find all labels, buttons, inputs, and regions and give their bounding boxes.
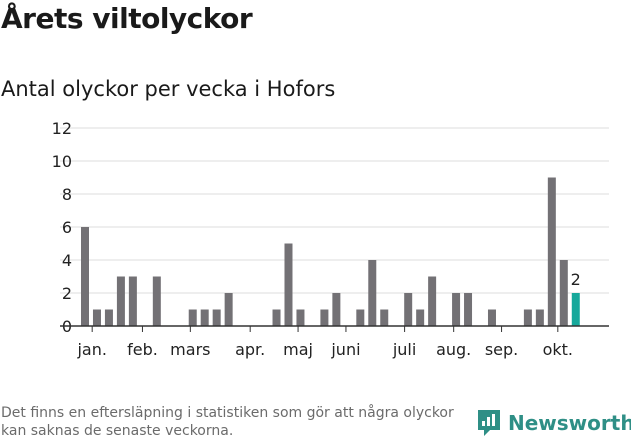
x-axis-ticks: jan. feb. mars apr. maj juni juli aug. sep. okt.	[76, 326, 573, 359]
bar	[152, 276, 161, 326]
newsworthy-logo-icon	[478, 410, 500, 436]
x-tick-label: jan.	[76, 340, 106, 359]
bar	[559, 260, 568, 326]
bar	[104, 309, 113, 326]
bar	[368, 260, 377, 326]
bar	[428, 276, 437, 326]
bar	[547, 177, 556, 326]
chart-subtitle: Antal olyckor per vecka i Hofors	[1, 77, 336, 101]
bar	[116, 276, 125, 326]
bar	[452, 293, 461, 326]
bar	[200, 309, 209, 326]
x-tick-label: maj	[283, 340, 313, 359]
bar	[224, 293, 233, 326]
bar	[416, 309, 425, 326]
x-tick-label: feb.	[127, 340, 158, 359]
chart-title: Årets viltolyckor	[1, 2, 253, 35]
bar	[332, 293, 341, 326]
bar	[571, 293, 580, 326]
bar	[380, 309, 389, 326]
y-tick-label: 6	[62, 218, 72, 237]
bar	[284, 243, 293, 326]
x-tick-label: juni	[330, 340, 360, 359]
data-labels: 2	[571, 270, 581, 289]
y-tick-label: 12	[52, 119, 72, 138]
bar	[128, 276, 137, 326]
x-tick-label: sep.	[485, 340, 518, 359]
bar	[464, 293, 473, 326]
bars	[81, 177, 580, 326]
bar	[320, 309, 329, 326]
bar	[81, 227, 89, 326]
brand-name: Newsworthy	[508, 411, 631, 435]
x-tick-label: apr.	[235, 340, 265, 359]
y-tick-label: 2	[62, 284, 72, 303]
bar	[296, 309, 305, 326]
footnote: Det finns en eftersläpning i statistiken…	[1, 405, 454, 439]
bar	[92, 309, 101, 326]
y-tick-label: 4	[62, 251, 72, 270]
bar	[404, 293, 413, 326]
bar	[188, 309, 197, 326]
y-tick-label: 8	[62, 185, 72, 204]
bar	[535, 309, 544, 326]
y-tick-label: 10	[52, 152, 72, 171]
bar	[523, 309, 532, 326]
bar	[212, 309, 221, 326]
x-tick-label: juli	[392, 340, 416, 359]
x-tick-label: okt.	[543, 340, 573, 359]
newsworthy-logo: Newsworthy	[476, 408, 631, 438]
bar	[356, 309, 365, 326]
bar	[487, 309, 496, 326]
data-label: 2	[571, 270, 581, 289]
x-tick-label: aug.	[436, 340, 471, 359]
x-tick-label: mars	[170, 340, 210, 359]
gridlines	[60, 127, 609, 294]
bar	[272, 309, 281, 326]
